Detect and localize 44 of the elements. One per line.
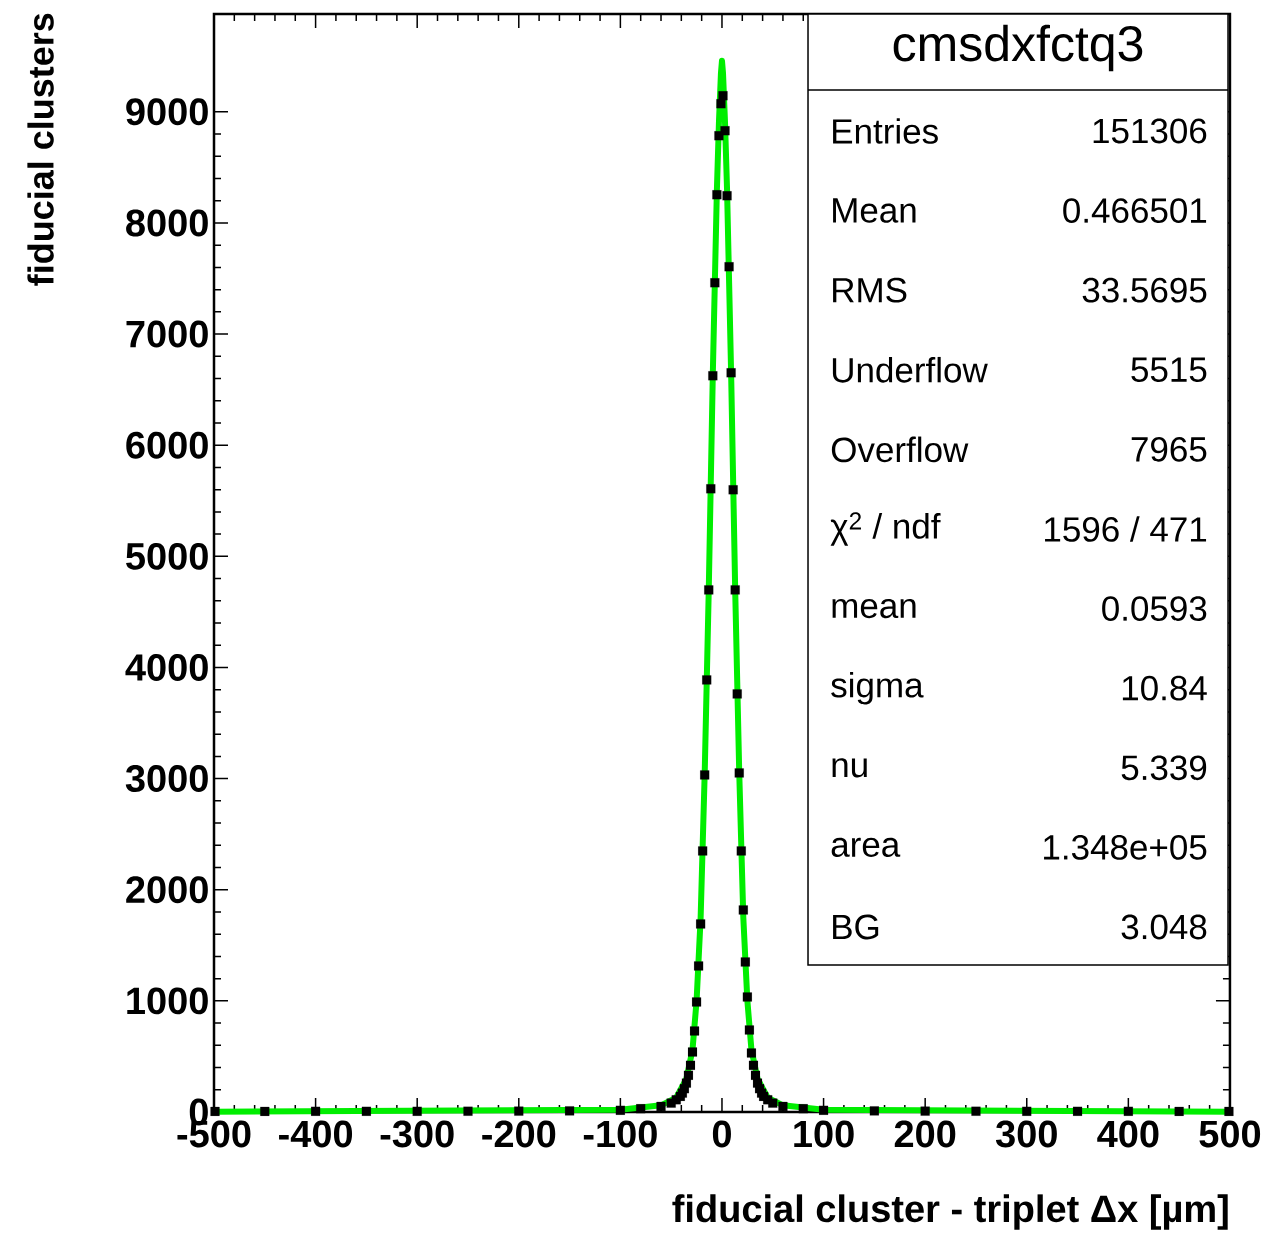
annotation: Overflow (831, 436, 969, 463)
annotation: sigma (831, 671, 924, 705)
y-tick-label: 2000 (126, 876, 208, 904)
y-tick-label: 5000 (126, 542, 208, 570)
x-tick-label: 500 (1199, 1120, 1261, 1148)
annotation: 0.0593 (1102, 596, 1207, 621)
annotation: 10.84 (1122, 675, 1207, 701)
annotation: Entries (833, 118, 938, 144)
y-tick-label: 8000 (126, 209, 208, 237)
x-tick-label: -300 (380, 1120, 454, 1148)
y-tick-label: 6000 (126, 431, 208, 459)
annotation: 5515 (1131, 357, 1207, 382)
y-axis-title: fiducial clusters (27, 13, 54, 286)
annotation: 7965 (1131, 437, 1207, 462)
y-tick-label: 9000 (126, 98, 208, 126)
annotation: mean (832, 599, 916, 619)
annotation: 0.466501 (1063, 198, 1207, 223)
annotation: 5.339 (1121, 755, 1207, 781)
x-tick-label: 400 (1097, 1120, 1159, 1148)
x-tick-label: -200 (482, 1120, 556, 1148)
annotation: area (831, 837, 901, 857)
x-axis-title: fiducial cluster - triplet Δx [µm] (672, 1194, 1228, 1230)
y-tick-label: 4000 (125, 654, 208, 681)
x-tick-label: 0 (712, 1120, 731, 1148)
annotation: 3.048 (1121, 914, 1207, 940)
annotation: 33.5695 (1082, 277, 1207, 303)
annotation: Mean (833, 198, 916, 223)
x-tick-label: -400 (279, 1120, 353, 1148)
annotation: Underflow (832, 356, 988, 383)
x-tick-label: 100 (794, 1120, 854, 1148)
y-tick-label: 1000 (127, 987, 208, 1015)
annotation: 151306 (1093, 118, 1207, 144)
x-tick-label: 200 (894, 1120, 956, 1148)
x-tick-label: 300 (995, 1120, 1057, 1148)
annotation: 1.348e+05 (1044, 835, 1207, 860)
annotation: BG (833, 914, 879, 940)
y-tick-label: 3000 (125, 765, 208, 793)
chart-title: cmsdxfctq3 (893, 24, 1143, 72)
x-tick-label: -100 (583, 1120, 657, 1148)
annotation: χ$^{2}$ / ndf (830, 512, 941, 546)
annotation: nu (832, 758, 867, 778)
annotation: RMS (833, 277, 907, 303)
y-tick-label: 7000 (126, 320, 208, 348)
annotation: 1596 / 471 (1045, 516, 1207, 542)
